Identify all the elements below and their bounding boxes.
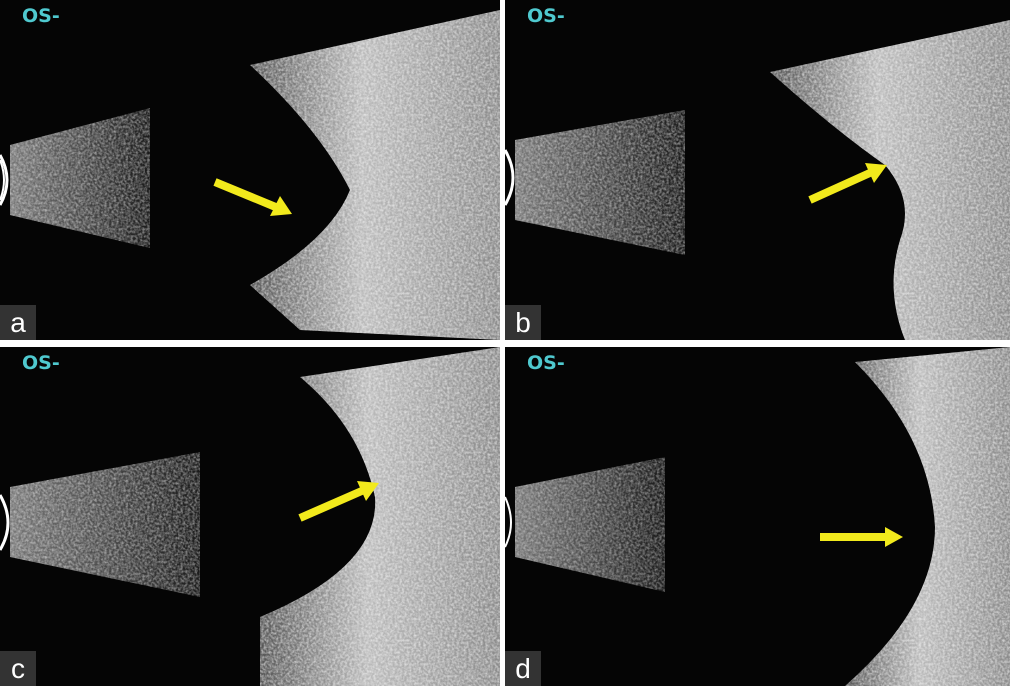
arrow-head (270, 196, 292, 216)
speckle (515, 457, 665, 592)
panel-label: d (515, 653, 531, 684)
panel-label: c (11, 653, 25, 684)
speckle (10, 108, 150, 248)
eye-label: OS- (527, 5, 565, 27)
speckle (250, 10, 500, 340)
eye-label: OS- (22, 5, 60, 27)
probe-ring (0, 154, 9, 206)
arrow (808, 168, 874, 204)
arrow-head (885, 527, 903, 547)
panel: OS- d (504, 347, 1010, 686)
arrow (213, 178, 280, 212)
speckle (845, 347, 1010, 686)
probe-ring (503, 149, 515, 206)
probe-ring (0, 159, 5, 201)
arrow-head (865, 163, 887, 183)
arrow (298, 486, 366, 522)
label-box (505, 651, 541, 686)
arrow-head (357, 481, 379, 501)
probe-ring (504, 496, 512, 548)
speckle (515, 110, 685, 255)
panel-label: a (10, 307, 26, 338)
label-box (0, 651, 36, 686)
speckle (10, 452, 200, 597)
panel: OS- c (0, 347, 500, 686)
probe-ring (0, 494, 10, 551)
panel-label: b (515, 307, 531, 338)
speckle (260, 347, 500, 686)
speckle (770, 20, 1010, 340)
eye-label: OS- (22, 352, 60, 374)
label-box (0, 305, 36, 340)
label-box (505, 305, 541, 340)
panel: OS- b (503, 0, 1010, 340)
panel: OS- a (0, 0, 500, 340)
eye-label: OS- (527, 352, 565, 374)
